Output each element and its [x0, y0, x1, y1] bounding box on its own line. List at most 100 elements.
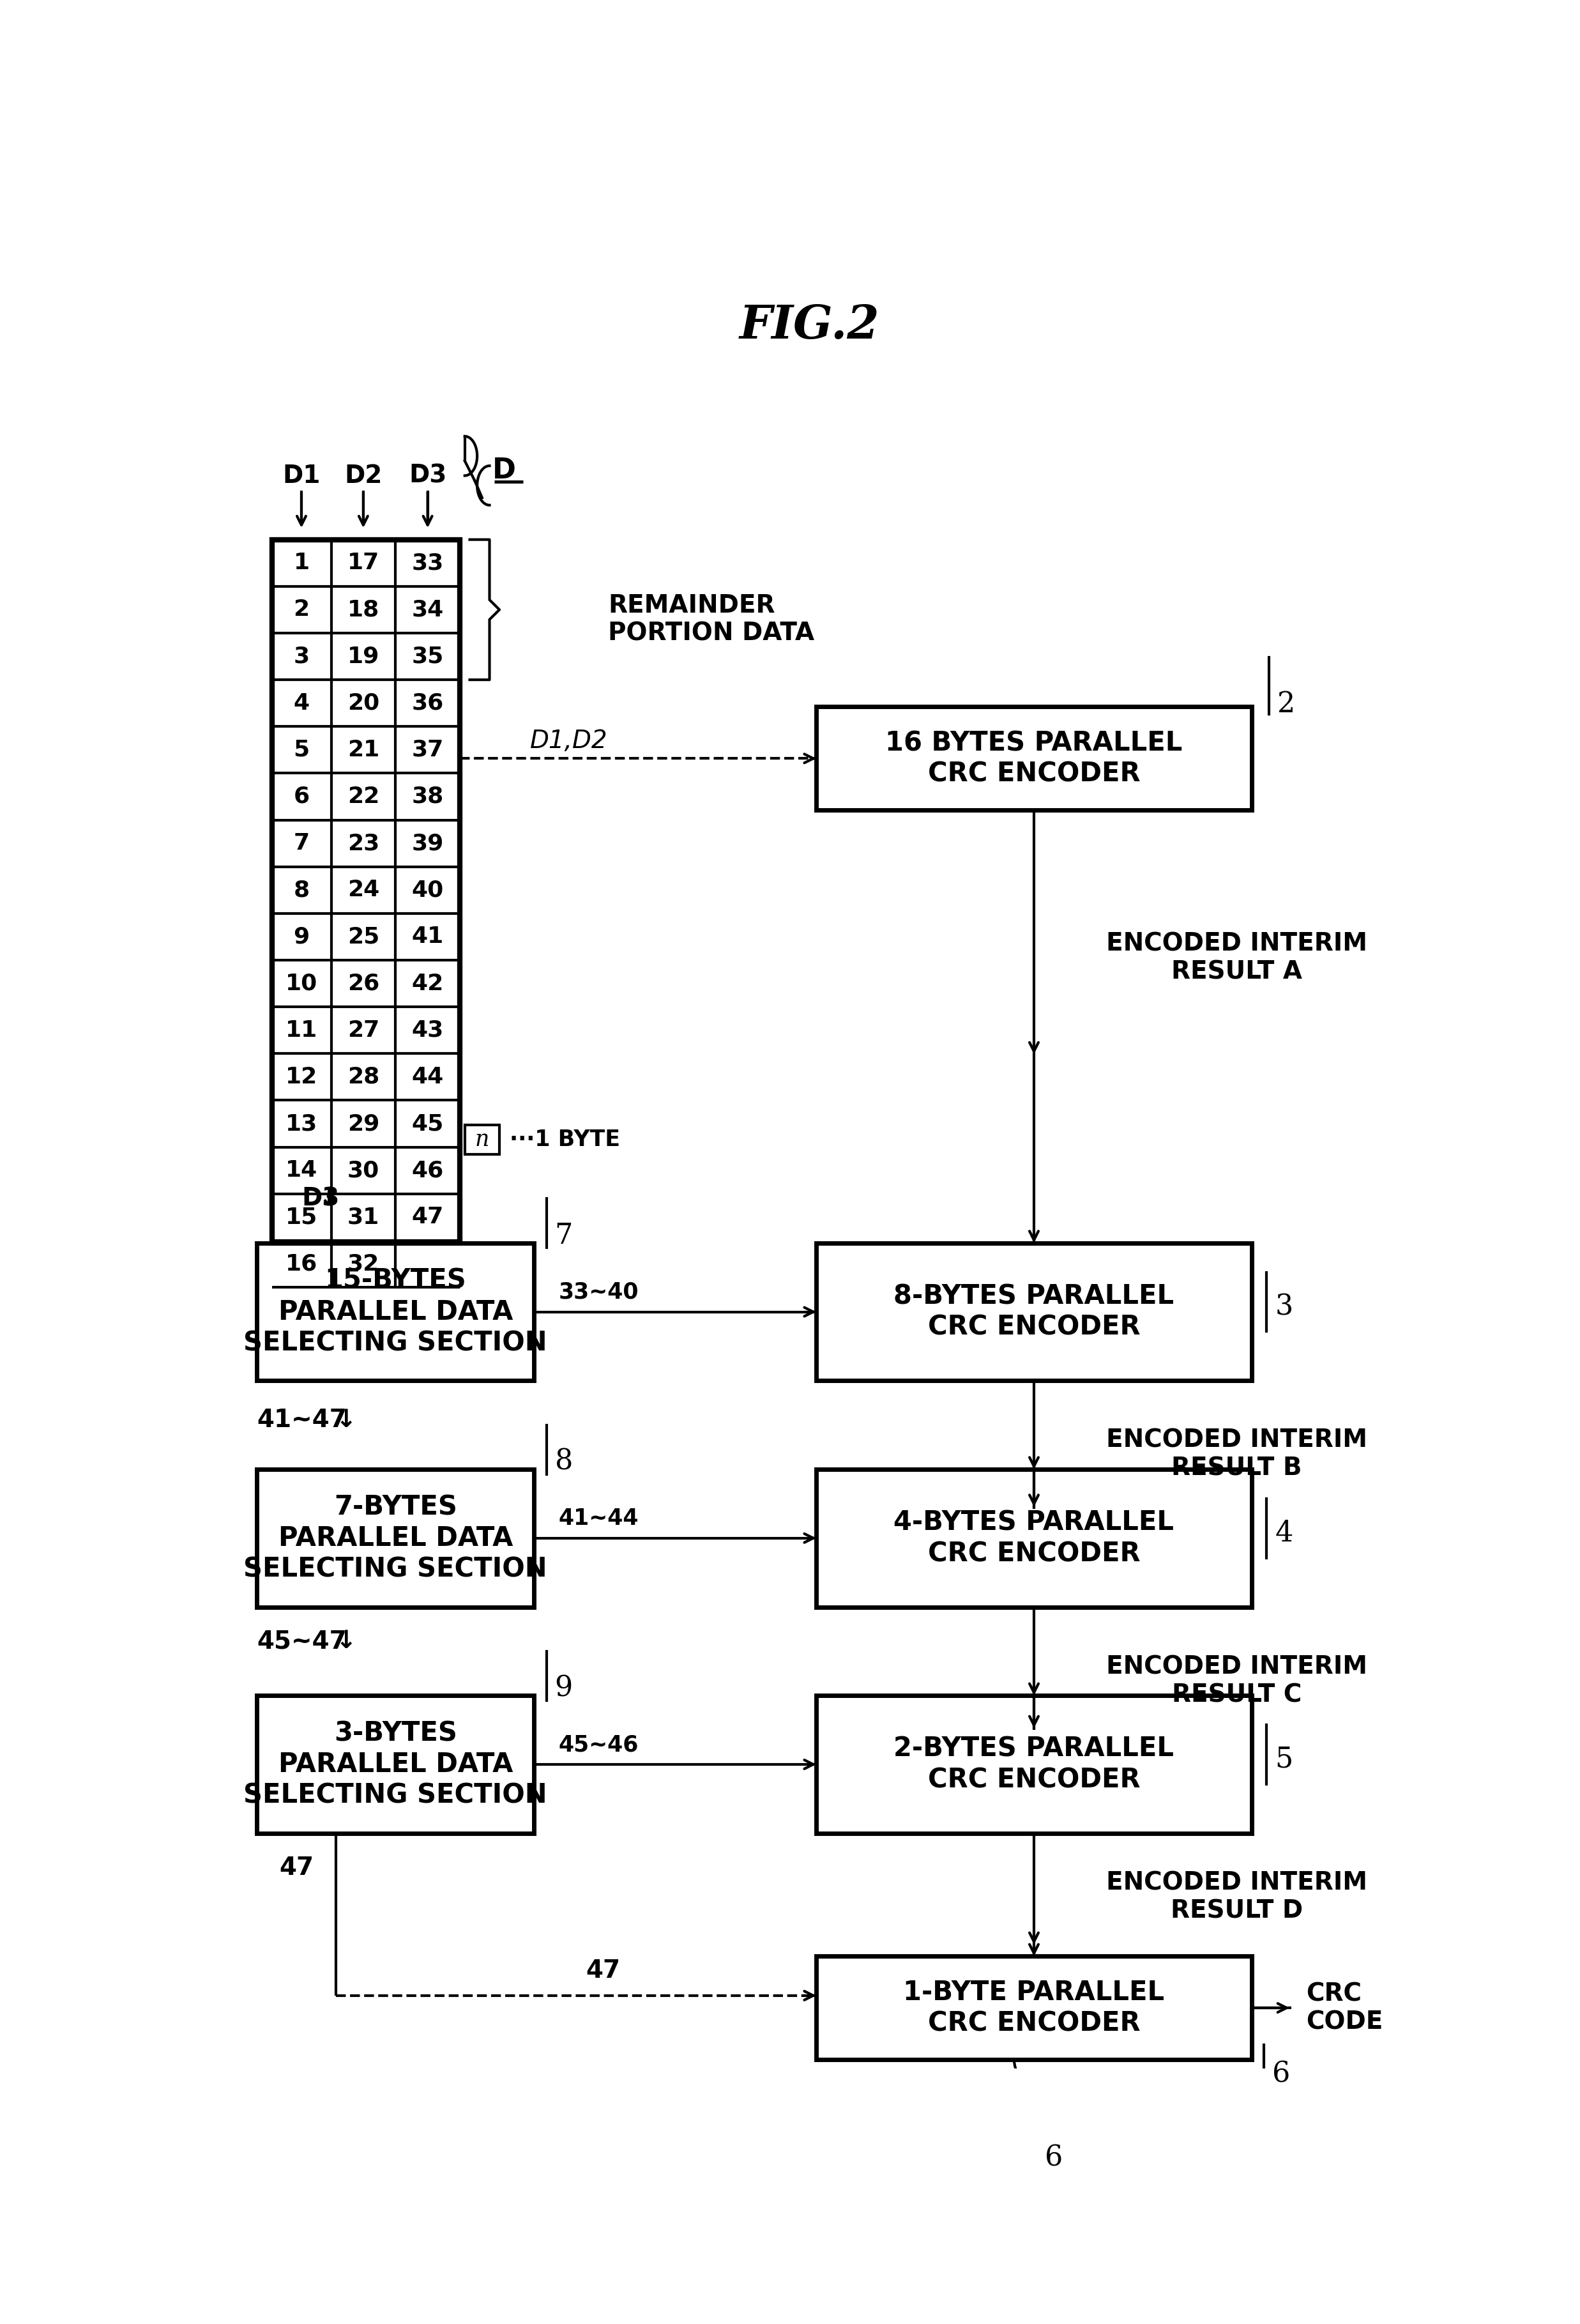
- Text: ↓: ↓: [335, 1408, 357, 1432]
- Text: 4-BYTES PARALLEL
CRC ENCODER: 4-BYTES PARALLEL CRC ENCODER: [894, 1508, 1174, 1566]
- Text: 35: 35: [412, 646, 444, 667]
- Text: 28: 28: [348, 1067, 379, 1088]
- Text: 32: 32: [348, 1253, 379, 1276]
- Text: 4: 4: [294, 693, 310, 713]
- Text: 33~40: 33~40: [558, 1281, 638, 1304]
- Text: 12: 12: [286, 1067, 318, 1088]
- Text: n: n: [476, 1129, 490, 1150]
- Text: ENCODED INTERIM
RESULT C: ENCODED INTERIM RESULT C: [1106, 1655, 1368, 1706]
- Text: 16: 16: [286, 1253, 318, 1276]
- Text: CRC
CODE: CRC CODE: [1307, 1982, 1382, 2034]
- Text: 5: 5: [1275, 1745, 1292, 1773]
- Bar: [817, 706, 1251, 811]
- Text: 41: 41: [412, 925, 444, 948]
- Text: 37: 37: [412, 739, 444, 760]
- Text: 18: 18: [348, 600, 379, 621]
- Text: 45~46: 45~46: [558, 1734, 638, 1755]
- Text: D2: D2: [344, 462, 382, 488]
- Text: REMAINDER
PORTION DATA: REMAINDER PORTION DATA: [608, 593, 815, 646]
- Text: 17: 17: [348, 553, 379, 574]
- Bar: [465, 1125, 499, 1155]
- Text: 15-BYTES
PARALLEL DATA
SELECTING SECTION: 15-BYTES PARALLEL DATA SELECTING SECTION: [243, 1267, 547, 1357]
- Text: D1,D2: D1,D2: [529, 730, 608, 753]
- Text: D3: D3: [302, 1188, 340, 1211]
- Bar: [817, 1697, 1251, 1834]
- Text: 4: 4: [1275, 1520, 1292, 1548]
- Text: 45~47: 45~47: [258, 1629, 346, 1655]
- Text: 33: 33: [412, 553, 444, 574]
- Text: 41~44: 41~44: [558, 1508, 638, 1529]
- Text: 2: 2: [1277, 690, 1296, 718]
- Text: ENCODED INTERIM
RESULT A: ENCODED INTERIM RESULT A: [1106, 932, 1368, 983]
- Text: 41~47: 41~47: [258, 1408, 348, 1432]
- Text: ENCODED INTERIM
RESULT D: ENCODED INTERIM RESULT D: [1106, 1871, 1368, 1924]
- Text: 34: 34: [412, 600, 444, 621]
- Text: 19: 19: [348, 646, 379, 667]
- Text: 8: 8: [294, 878, 310, 902]
- Text: 2: 2: [294, 600, 310, 621]
- Text: 7: 7: [555, 1222, 574, 1250]
- Text: ↓: ↓: [335, 1629, 357, 1655]
- Text: 38: 38: [412, 786, 444, 806]
- Text: 3: 3: [1275, 1292, 1292, 1320]
- Text: 21: 21: [348, 739, 379, 760]
- Text: 39: 39: [411, 832, 444, 855]
- Bar: [258, 1697, 534, 1834]
- Text: 36: 36: [412, 693, 444, 713]
- Bar: [817, 1957, 1251, 2059]
- Bar: [398, 1243, 458, 1285]
- Text: 2-BYTES PARALLEL
CRC ENCODER: 2-BYTES PARALLEL CRC ENCODER: [894, 1736, 1174, 1794]
- Text: 30: 30: [348, 1160, 379, 1181]
- Text: 20: 20: [348, 693, 379, 713]
- Text: 14: 14: [286, 1160, 318, 1181]
- Text: 31: 31: [348, 1206, 379, 1227]
- Bar: [817, 1243, 1251, 1380]
- Text: 47: 47: [412, 1206, 444, 1227]
- Text: 11: 11: [286, 1020, 318, 1041]
- Text: D: D: [493, 458, 517, 483]
- Text: 24: 24: [348, 878, 379, 902]
- Text: 1: 1: [294, 553, 310, 574]
- Text: ENCODED INTERIM
RESULT B: ENCODED INTERIM RESULT B: [1106, 1429, 1368, 1480]
- Text: 6: 6: [1044, 2145, 1063, 2171]
- Text: 3: 3: [294, 646, 310, 667]
- Text: 5: 5: [294, 739, 310, 760]
- Text: ↓: ↓: [318, 1188, 340, 1211]
- Text: 23: 23: [348, 832, 379, 855]
- Text: 47: 47: [280, 1855, 314, 1880]
- Bar: [258, 1469, 534, 1606]
- Text: 7-BYTES
PARALLEL DATA
SELECTING SECTION: 7-BYTES PARALLEL DATA SELECTING SECTION: [243, 1494, 547, 1583]
- Text: 44: 44: [412, 1067, 444, 1088]
- Text: 1-BYTE PARALLEL
CRC ENCODER: 1-BYTE PARALLEL CRC ENCODER: [904, 1980, 1164, 2036]
- Text: 13: 13: [286, 1113, 318, 1134]
- Text: D3: D3: [409, 462, 447, 488]
- Text: 46: 46: [412, 1160, 444, 1181]
- Text: 25: 25: [348, 925, 379, 948]
- Text: 27: 27: [348, 1020, 379, 1041]
- Bar: [817, 1469, 1251, 1606]
- Text: 10: 10: [286, 974, 318, 995]
- Text: ···1 BYTE: ···1 BYTE: [509, 1129, 619, 1150]
- Text: 26: 26: [348, 974, 379, 995]
- Text: 45: 45: [412, 1113, 444, 1134]
- Text: 9: 9: [555, 1673, 574, 1701]
- Text: 9: 9: [294, 925, 310, 948]
- Text: 42: 42: [412, 974, 444, 995]
- Text: 43: 43: [412, 1020, 444, 1041]
- Text: 22: 22: [348, 786, 379, 806]
- Text: 16 BYTES PARALLEL
CRC ENCODER: 16 BYTES PARALLEL CRC ENCODER: [885, 730, 1182, 788]
- Text: 7: 7: [294, 832, 310, 855]
- Text: 47: 47: [586, 1959, 621, 1982]
- Text: 8-BYTES PARALLEL
CRC ENCODER: 8-BYTES PARALLEL CRC ENCODER: [894, 1283, 1174, 1341]
- Text: 29: 29: [348, 1113, 379, 1134]
- Text: 3-BYTES
PARALLEL DATA
SELECTING SECTION: 3-BYTES PARALLEL DATA SELECTING SECTION: [243, 1720, 547, 1808]
- Text: 15: 15: [286, 1206, 318, 1227]
- Text: D1: D1: [283, 462, 321, 488]
- Text: 8: 8: [555, 1448, 574, 1476]
- Text: 40: 40: [412, 878, 444, 902]
- Text: FIG.2: FIG.2: [739, 302, 880, 349]
- Bar: [258, 1243, 534, 1380]
- Bar: [272, 539, 460, 1287]
- Text: 6: 6: [294, 786, 310, 806]
- Text: 6: 6: [1272, 2061, 1291, 2087]
